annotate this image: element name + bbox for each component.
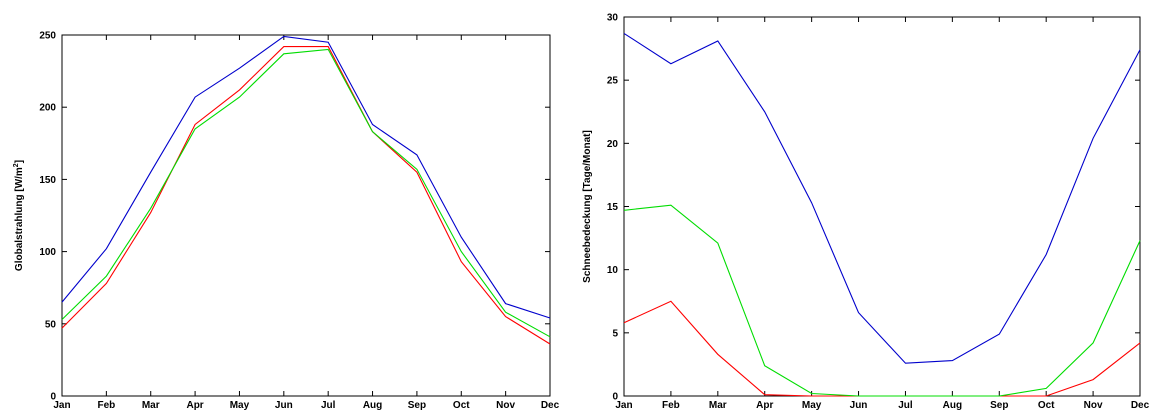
series-line-0-600 <box>623 300 1141 397</box>
y-axis-label-end: ] <box>14 160 25 163</box>
x-tick-label: Apr <box>186 400 203 411</box>
x-tick-label: Oct <box>453 400 470 411</box>
y-tick-label: 150 <box>39 175 56 186</box>
x-tick-label: Dec <box>541 400 560 411</box>
series-line-1200-1800 <box>61 35 551 319</box>
x-tick-label: Jun <box>850 400 868 411</box>
y-tick-label: 10 <box>607 265 619 276</box>
x-tick-label: Feb <box>97 400 115 411</box>
series-line-1200-1800 <box>623 32 1141 364</box>
x-tick-label: Aug <box>363 400 382 411</box>
x-tick-label: Sep <box>408 400 426 411</box>
x-tick-label: Jul <box>898 400 913 411</box>
x-tick-label: Jan <box>53 400 70 411</box>
y-tick-label: 20 <box>607 139 619 150</box>
y-axis-label: Schneebedeckung [Tage/Monat] <box>582 130 593 283</box>
x-tick-label: Jul <box>321 400 336 411</box>
y-tick-label: 50 <box>45 319 57 330</box>
x-tick-label: Nov <box>496 400 515 411</box>
y-tick-label: 100 <box>39 247 56 258</box>
x-tick-label: Sep <box>990 400 1008 411</box>
y-axis-label: Globalstrahlung [W/m2] <box>13 160 25 271</box>
y-tick-label: 5 <box>612 328 618 339</box>
series-line-0-600 <box>61 46 551 345</box>
y-tick-label: 15 <box>607 202 619 213</box>
y-axis-label-superscript: 2 <box>13 163 20 167</box>
series-line-600-1200 <box>623 204 1141 397</box>
y-tick-label: 25 <box>607 76 619 87</box>
series-line-600-1200 <box>61 48 551 338</box>
plot-frame <box>623 16 1141 397</box>
x-tick-label: Aug <box>943 400 962 411</box>
chart-schneebedeckung: 0 5 10 15 20 25 30 Jan Feb Mar Apr May Jun Jul Aug Sep O… <box>578 13 1150 412</box>
x-tick-label: Oct <box>1038 400 1055 411</box>
x-tick-label: May <box>802 400 822 411</box>
x-tick-label: Jun <box>275 400 293 411</box>
y-axis-label-main: Globalstrahlung [W/m <box>14 167 25 271</box>
y-tick-label: 250 <box>39 31 56 42</box>
x-tick-label: Jan <box>615 400 632 411</box>
x-tick-label: Mar <box>142 400 160 411</box>
y-tick-label: 0 <box>50 392 56 403</box>
y-tick-label: 200 <box>39 103 56 114</box>
x-tick-label: Apr <box>756 400 773 411</box>
y-tick-label: 30 <box>607 13 619 24</box>
x-tick-label: Dec <box>1131 400 1150 411</box>
x-tick-label: Feb <box>662 400 680 411</box>
x-tick-label: May <box>230 400 250 411</box>
chart-globalstrahlung: 0 50 100 150 200 250 Jan Feb Mar Apr May Jun Jul Aug S… <box>0 31 560 412</box>
plot-frame <box>61 34 551 397</box>
x-tick-label: Mar <box>709 400 727 411</box>
y-tick-label: 0 <box>612 392 618 403</box>
x-tick-label: Nov <box>1084 400 1103 411</box>
